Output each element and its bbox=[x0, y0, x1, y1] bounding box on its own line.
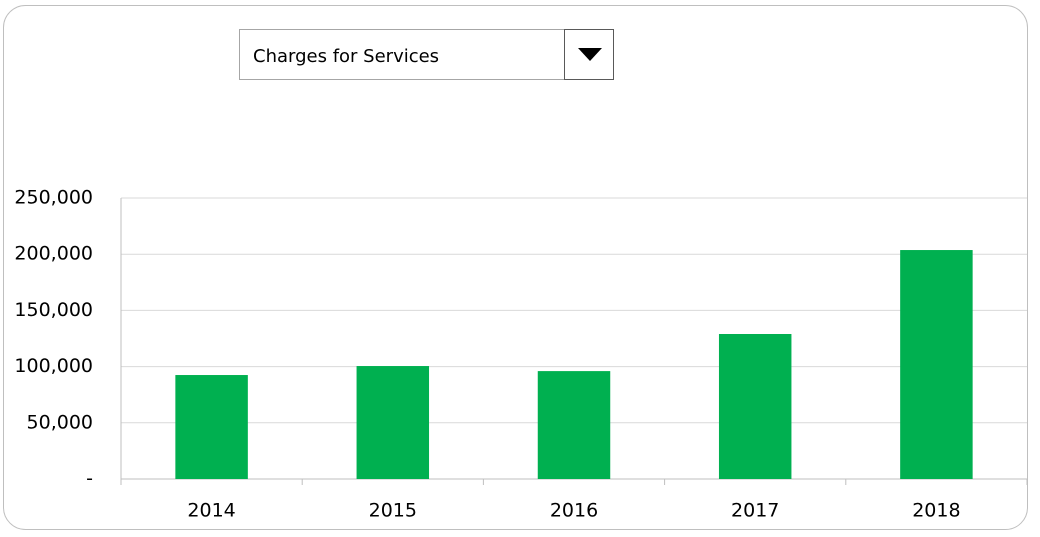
x-tick-label: 2014 bbox=[187, 500, 235, 522]
y-tick-label: 200,000 bbox=[14, 243, 93, 265]
x-tick-label: 2017 bbox=[731, 500, 779, 522]
bar bbox=[718, 334, 792, 479]
dropdown-value[interactable]: Charges for Services bbox=[253, 46, 439, 67]
chart-frame bbox=[3, 5, 1028, 530]
y-tick-label: 100,000 bbox=[14, 355, 93, 377]
bar bbox=[900, 250, 973, 479]
dropdown[interactable]: Charges for Services bbox=[239, 29, 614, 80]
y-tick-label: 50,000 bbox=[27, 411, 93, 433]
x-tick-label: 2016 bbox=[550, 500, 598, 522]
y-tick-label: 250,000 bbox=[14, 187, 93, 209]
y-tick-label: - bbox=[86, 468, 93, 490]
y-tick-label: 150,000 bbox=[14, 299, 93, 321]
dropdown-arrow[interactable] bbox=[578, 48, 602, 61]
x-tick-label: 2015 bbox=[369, 500, 417, 522]
bar bbox=[356, 366, 430, 479]
bar bbox=[537, 371, 611, 479]
bar bbox=[175, 375, 248, 479]
dropdown-box[interactable] bbox=[239, 29, 614, 80]
x-tick-label: 2018 bbox=[912, 500, 960, 522]
